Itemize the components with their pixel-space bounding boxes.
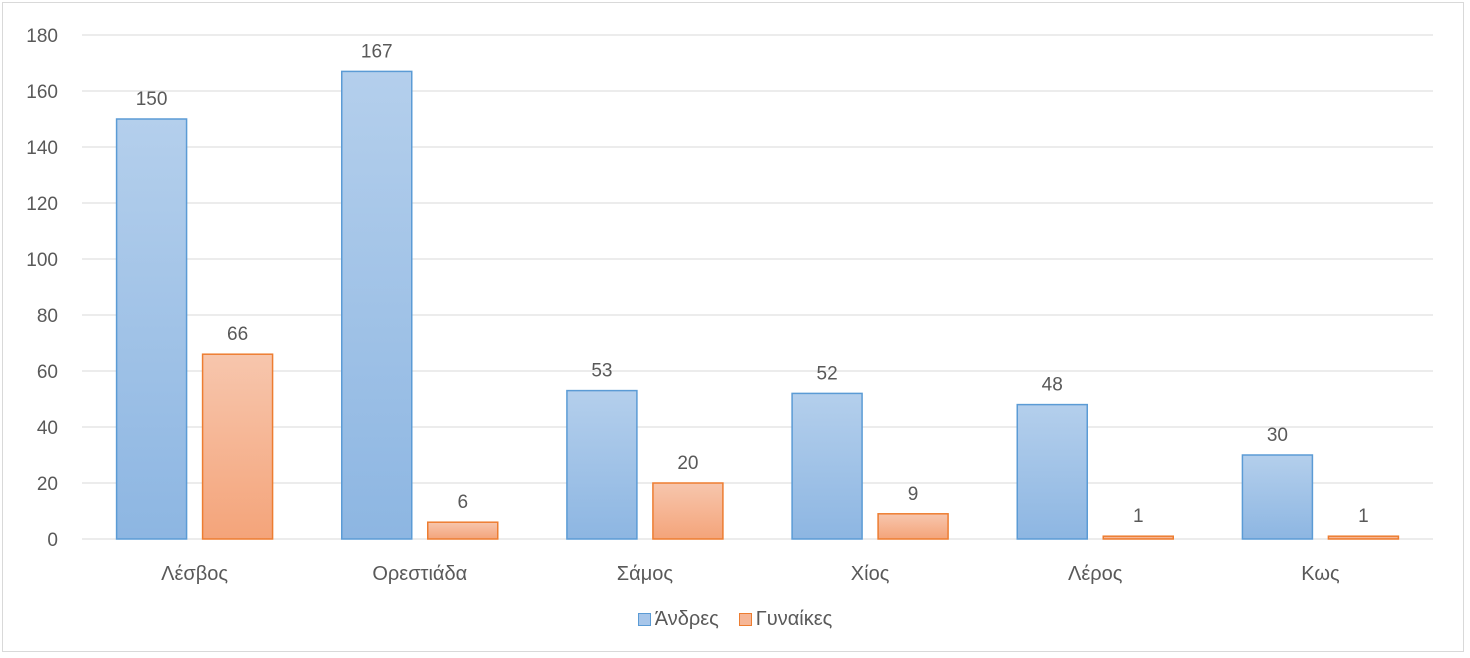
bar-women <box>201 353 274 540</box>
x-tick-label: Κως <box>1301 563 1340 585</box>
data-label: 30 <box>1267 425 1288 446</box>
legend-label-men: Άνδρες <box>654 608 719 630</box>
y-axis-tick-labels: 0 20 40 60 80 100 120 140 160 180 <box>26 26 58 551</box>
data-label: 6 <box>457 492 468 513</box>
x-tick-label: Ορεστιάδα <box>372 563 467 585</box>
y-tick-label: 0 <box>47 530 58 551</box>
data-label: 66 <box>227 324 248 345</box>
legend-item-men: Άνδρες <box>637 608 719 631</box>
data-label: 167 <box>361 41 393 62</box>
gridlines <box>82 34 1433 540</box>
legend-swatch-women <box>738 613 752 626</box>
x-tick-label: Λέσβος <box>161 563 228 585</box>
y-tick-label: 20 <box>37 474 58 495</box>
bar-women <box>652 482 724 540</box>
y-tick-label: 40 <box>37 418 58 439</box>
data-label: 53 <box>591 361 612 382</box>
y-tick-label: 160 <box>26 82 58 103</box>
bar-women <box>877 513 949 540</box>
x-axis-tick-labels: Λέσβος Ορεστιάδα Σάμος Χίος Λέρος Κως <box>161 563 1340 585</box>
bar-men <box>1016 403 1088 540</box>
y-tick-label: 120 <box>26 194 58 215</box>
x-tick-label: Χίος <box>851 563 890 585</box>
y-tick-label: 180 <box>26 26 58 47</box>
bar-women <box>1102 535 1174 540</box>
bar-women <box>427 521 499 540</box>
y-tick-label: 100 <box>26 250 58 271</box>
bars <box>115 70 1400 540</box>
data-label: 9 <box>908 484 919 505</box>
data-label: 1 <box>1358 506 1369 527</box>
bar-men <box>341 70 413 540</box>
bar-men <box>791 392 863 540</box>
data-label: 20 <box>677 453 698 474</box>
bar-men <box>566 389 638 540</box>
legend-label-women: Γυναίκες <box>755 608 833 630</box>
x-tick-label: Λέρος <box>1068 563 1123 585</box>
bar-women <box>1327 535 1400 540</box>
y-tick-label: 60 <box>37 362 58 383</box>
legend: Άνδρες Γυναίκες <box>0 608 1470 631</box>
data-label: 52 <box>817 363 838 384</box>
bar-men <box>1241 454 1314 540</box>
data-labels: 150 66 167 6 53 20 52 9 48 1 30 1 <box>136 41 1369 527</box>
y-tick-label: 80 <box>37 306 58 327</box>
data-label: 48 <box>1042 375 1063 396</box>
data-label: 150 <box>136 89 168 110</box>
legend-item-women: Γυναίκες <box>738 608 833 631</box>
legend-swatch-men <box>637 613 651 626</box>
x-tick-label: Σάμος <box>617 563 674 585</box>
y-tick-label: 140 <box>26 138 58 159</box>
bar-men <box>115 118 188 540</box>
data-label: 1 <box>1133 506 1144 527</box>
